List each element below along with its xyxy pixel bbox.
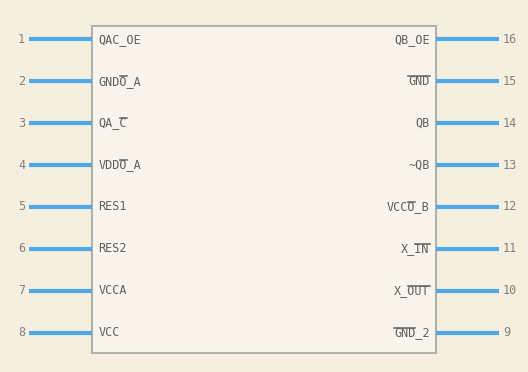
- Text: 1: 1: [18, 33, 25, 45]
- Text: 16: 16: [503, 33, 517, 45]
- Text: 2: 2: [18, 74, 25, 87]
- Text: QB: QB: [416, 116, 430, 129]
- Text: 5: 5: [18, 201, 25, 214]
- Text: QA_C: QA_C: [98, 116, 127, 129]
- Text: GNDO_A: GNDO_A: [98, 74, 141, 87]
- Text: VCCA: VCCA: [98, 285, 127, 298]
- Text: X_OUT: X_OUT: [394, 285, 430, 298]
- Text: VCCO_B: VCCO_B: [387, 201, 430, 214]
- Text: 4: 4: [18, 158, 25, 171]
- Text: 3: 3: [18, 116, 25, 129]
- Text: 6: 6: [18, 243, 25, 256]
- Text: 15: 15: [503, 74, 517, 87]
- Text: ~QB: ~QB: [408, 158, 430, 171]
- Text: RES2: RES2: [98, 243, 127, 256]
- Text: 7: 7: [18, 285, 25, 298]
- Text: QB_OE: QB_OE: [394, 33, 430, 45]
- Text: 14: 14: [503, 116, 517, 129]
- Text: 10: 10: [503, 285, 517, 298]
- Text: VCC: VCC: [98, 327, 120, 339]
- Text: X_IN: X_IN: [401, 243, 430, 256]
- Text: QAC_OE: QAC_OE: [98, 33, 141, 45]
- Bar: [92, 26, 436, 353]
- Text: RES1: RES1: [98, 201, 127, 214]
- Text: 9: 9: [503, 327, 510, 339]
- Text: 11: 11: [503, 243, 517, 256]
- Text: VDDO_A: VDDO_A: [98, 158, 141, 171]
- Text: 13: 13: [503, 158, 517, 171]
- Text: GND_2: GND_2: [394, 327, 430, 339]
- Text: 12: 12: [503, 201, 517, 214]
- Text: GND: GND: [408, 74, 430, 87]
- Text: 8: 8: [18, 327, 25, 339]
